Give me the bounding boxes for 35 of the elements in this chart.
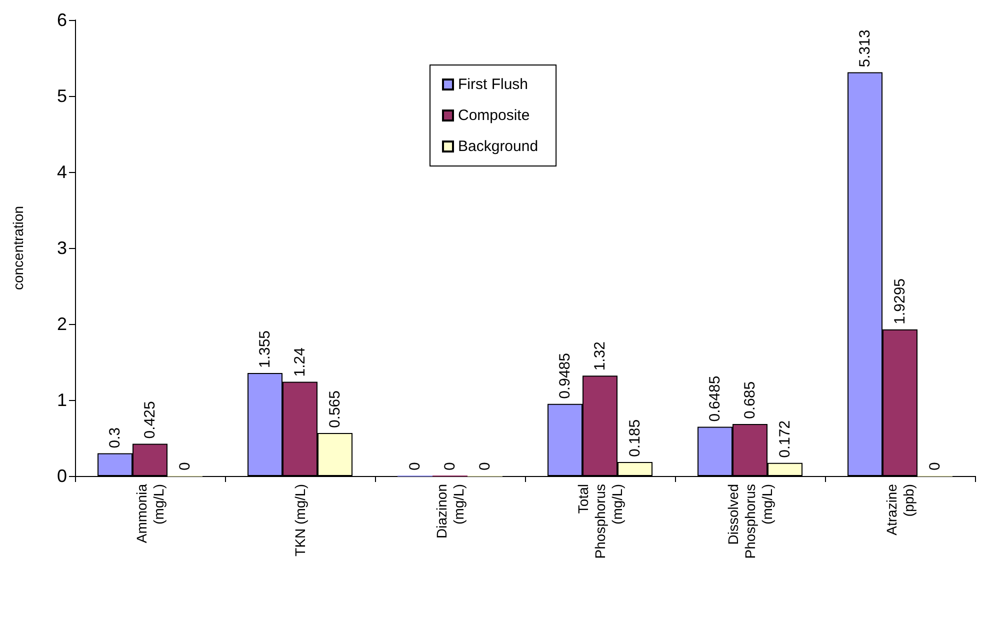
data-label: 0 — [476, 462, 494, 470]
data-label: 0 — [442, 462, 458, 470]
x-tick-label: Total Phosphorus (mg/L) — [575, 484, 625, 559]
data-label: 0.6485 — [706, 376, 724, 422]
y-tick-label: 6 — [56, 10, 67, 30]
data-label: 0.425 — [142, 401, 158, 439]
data-label: 1.355 — [256, 330, 274, 368]
y-tick-label: 4 — [56, 162, 67, 182]
y-tick-label: 1 — [56, 390, 67, 410]
data-label: 0.172 — [776, 420, 794, 458]
x-tick-label: Atrazine (ppb) — [884, 484, 916, 536]
y-axis-title: concentration — [10, 206, 26, 290]
data-label: 0 — [926, 462, 944, 470]
y-tick-label: 2 — [56, 314, 67, 334]
data-label: 0.185 — [626, 419, 644, 457]
x-tick-label: Diazinon (mg/L) — [434, 484, 466, 538]
data-label: 1.9295 — [892, 278, 908, 324]
data-label: 5.313 — [856, 30, 874, 68]
y-tick-label: 0 — [56, 466, 67, 486]
y-tick-label: 3 — [56, 238, 67, 258]
legend-label: Composite — [458, 107, 530, 124]
x-tick-label: TKN (mg/L) — [292, 484, 308, 556]
data-label: 1.32 — [592, 341, 608, 371]
data-label: 0 — [406, 462, 424, 470]
data-label: 1.24 — [292, 348, 308, 377]
x-tick-label: Dissolved Phosphorus (mg/L) — [725, 484, 775, 559]
data-label: 0.565 — [326, 390, 344, 428]
legend-label: Background — [458, 138, 538, 155]
legend-label: First Flush — [458, 76, 528, 93]
x-tick-label: Ammonia (mg/L) — [134, 484, 166, 544]
y-tick-label: 5 — [56, 86, 67, 106]
data-label: 0.685 — [742, 381, 758, 419]
data-label: 0.3 — [106, 427, 124, 448]
data-label: 0.9485 — [556, 353, 574, 399]
data-label: 0 — [176, 462, 194, 470]
